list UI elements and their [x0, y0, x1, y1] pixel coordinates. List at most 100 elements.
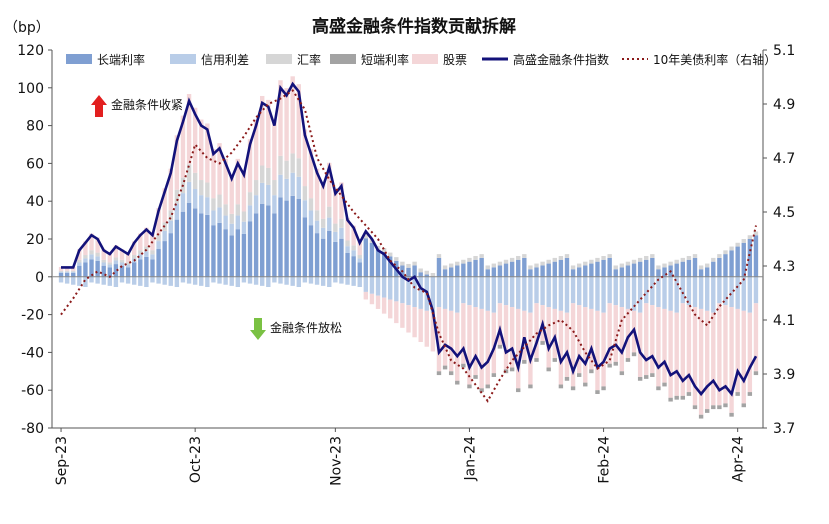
bar-segment	[570, 265, 576, 270]
bar-segment	[601, 259, 606, 277]
bar-segment	[107, 276, 113, 286]
bar-segment	[491, 267, 497, 277]
bar-segment	[278, 276, 283, 284]
bar-segment	[595, 390, 600, 394]
bar-segment	[631, 259, 637, 264]
bar-segment	[162, 276, 167, 285]
bar-segment	[302, 129, 308, 187]
bar-segment	[595, 310, 600, 391]
bar-segment	[229, 235, 234, 277]
bar-segment	[711, 405, 716, 410]
bar-segment	[253, 276, 259, 285]
bar-segment	[107, 262, 113, 265]
bar-segment	[363, 291, 369, 300]
bar-segment	[637, 312, 643, 377]
bar-segment	[357, 255, 362, 259]
bar-segment	[473, 256, 478, 260]
bar-segment	[89, 276, 94, 283]
bar-segment	[430, 312, 436, 352]
bar-segment	[717, 405, 722, 410]
bar-segment	[95, 276, 100, 284]
bar-segment	[174, 276, 180, 288]
bar-segment	[314, 220, 320, 234]
bar-segment	[314, 168, 320, 211]
bar-segment	[180, 115, 186, 178]
bar-segment	[467, 261, 472, 277]
bar-segment	[89, 250, 94, 255]
bar-segment	[625, 276, 631, 309]
bar-segment	[156, 234, 161, 242]
bar-segment	[211, 198, 216, 211]
bar-segment	[747, 392, 753, 396]
bar-segment	[461, 363, 466, 368]
bar-segment	[113, 276, 119, 288]
bar-segment	[290, 153, 295, 173]
bar-segment	[516, 259, 521, 277]
bar-segment	[375, 249, 381, 277]
bar-segment	[77, 249, 82, 260]
bar-segment	[186, 202, 192, 277]
bar-segment	[241, 276, 247, 283]
bar-segment	[113, 260, 119, 265]
bar-segment	[381, 248, 387, 252]
bar-segment	[418, 276, 423, 309]
bar-segment	[723, 250, 728, 255]
y-tick-label: 120	[17, 43, 44, 59]
bar-segment	[589, 308, 594, 370]
bar-segment	[704, 263, 710, 268]
bar-segment	[132, 241, 137, 256]
bar-segment	[58, 276, 64, 283]
bar-segment	[583, 265, 588, 277]
bar-segment	[485, 269, 490, 277]
bar-segment	[241, 170, 247, 212]
bar-segment	[272, 180, 277, 196]
bar-segment	[199, 276, 204, 286]
bar-segment	[686, 305, 692, 393]
bar-segment	[119, 259, 125, 263]
bar-segment	[357, 241, 362, 256]
bar-segment	[406, 276, 411, 306]
legend-swatch	[266, 54, 292, 64]
bar-segment	[668, 276, 673, 311]
bar-segment	[448, 263, 454, 268]
bar-segment	[357, 258, 362, 263]
bar-segment	[747, 239, 753, 277]
bar-segment	[388, 276, 393, 300]
bar-segment	[266, 99, 271, 168]
bar-segment	[150, 276, 155, 283]
bar-segment	[327, 217, 332, 231]
bar-segment	[448, 310, 454, 372]
bar-segment	[278, 155, 283, 175]
bar-segment	[625, 265, 631, 277]
bar-segment	[442, 365, 448, 370]
bar-segment	[729, 307, 734, 413]
bar-segment	[741, 239, 746, 243]
y2-tick-label: 4.3	[773, 259, 795, 275]
bar-segment	[71, 272, 76, 277]
bar-segment	[339, 218, 344, 228]
bar-segment	[247, 192, 253, 206]
bar-segment	[509, 307, 515, 368]
bar-segment	[552, 257, 557, 262]
bar-segment	[613, 269, 618, 277]
y-tick-label: 20	[26, 232, 44, 248]
bar-segment	[290, 76, 295, 154]
bar-segment	[619, 276, 625, 308]
bar-segment	[180, 211, 186, 277]
bar-segment	[729, 246, 734, 251]
bar-segment	[729, 250, 734, 277]
bar-segment	[95, 237, 100, 253]
bar-segment	[552, 308, 557, 359]
bar-segment	[570, 276, 576, 304]
bar-segment	[272, 119, 277, 181]
bar-segment	[186, 181, 192, 203]
bar-segment	[723, 403, 728, 408]
y-tick-label: 0	[35, 270, 44, 286]
bar-segment	[674, 312, 679, 396]
legend-label: 10年美债利率（右轴）	[653, 52, 776, 67]
bar-segment	[442, 265, 448, 270]
bar-segment	[260, 182, 265, 204]
bar-segment	[320, 182, 326, 219]
bar-segment	[247, 221, 253, 277]
bar-segment	[375, 295, 381, 309]
